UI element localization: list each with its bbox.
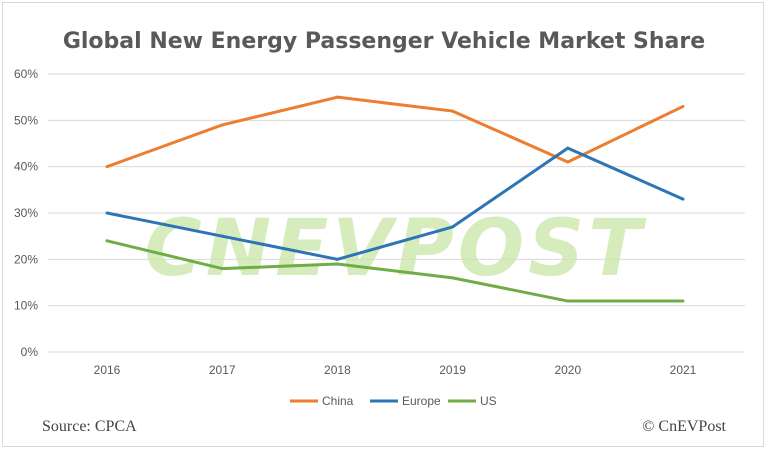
data-point-us (335, 262, 339, 266)
data-point-europe (105, 211, 109, 215)
data-point-europe (451, 225, 455, 229)
data-point-china (335, 95, 339, 99)
y-tick-label: 50% (14, 113, 38, 127)
x-tick-label: 2020 (554, 363, 581, 377)
data-point-us (566, 299, 570, 303)
data-point-europe (335, 257, 339, 261)
data-point-us (451, 276, 455, 280)
source-note: Source: CPCA (42, 418, 137, 435)
data-point-china (681, 104, 685, 108)
chart-title: Global New Energy Passenger Vehicle Mark… (63, 29, 705, 54)
watermark: CNEVPOST (144, 204, 647, 294)
series-line-china (106, 95, 684, 169)
data-point-europe (566, 146, 570, 150)
data-point-us (681, 299, 685, 303)
data-point-china (105, 165, 109, 169)
data-point-us (220, 267, 224, 271)
data-point-europe (220, 234, 224, 238)
y-tick-label: 10% (14, 299, 38, 313)
x-tick-label: 2019 (439, 363, 466, 377)
y-tick-label: 30% (14, 206, 38, 220)
data-point-china (220, 123, 224, 127)
x-tick-label: 2017 (209, 363, 236, 377)
y-tick-label: 60% (14, 67, 38, 81)
chart-frame (2, 2, 764, 447)
data-point-us (105, 239, 109, 243)
x-tick-label: 2021 (670, 363, 697, 377)
data-point-china (566, 160, 570, 164)
x-tick-label: 2016 (94, 363, 121, 377)
copyright-note: © CnEVPost (642, 418, 726, 435)
y-tick-label: 0% (21, 345, 39, 359)
data-point-europe (681, 197, 685, 201)
legend-label-us: US (480, 394, 497, 408)
x-tick-label: 2018 (324, 363, 351, 377)
series-line-us (106, 239, 683, 303)
legend-label-europe: Europe (402, 394, 441, 408)
y-tick-label: 20% (14, 252, 38, 266)
y-tick-label: 40% (14, 160, 38, 174)
data-point-china (451, 109, 455, 113)
legend-label-china: China (322, 394, 354, 408)
series-line-europe (106, 146, 684, 261)
